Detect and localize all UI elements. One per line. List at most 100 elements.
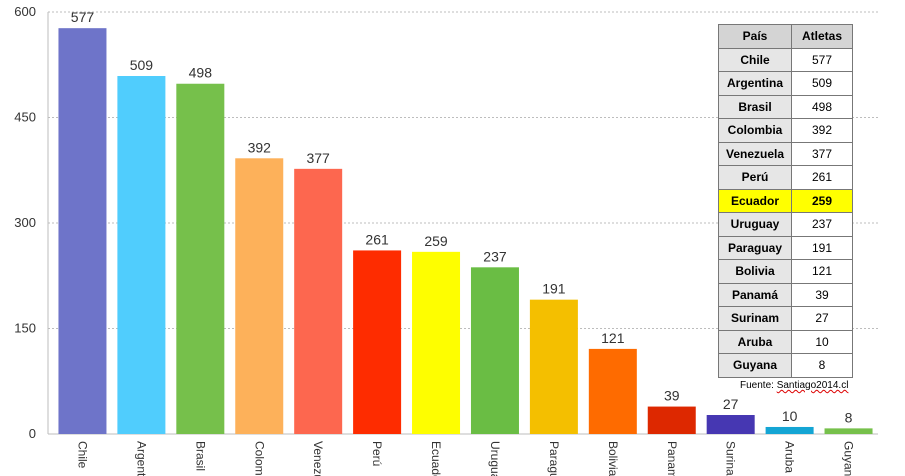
table-cell-athletes: 498 bbox=[791, 94, 853, 119]
table-cell-athletes: 10 bbox=[791, 329, 853, 354]
table-row: Paraguay 191 bbox=[718, 235, 853, 260]
table-row: Bolivia 121 bbox=[718, 259, 853, 284]
table-cell-country: Bolivia bbox=[718, 259, 792, 284]
data-label: 8 bbox=[845, 409, 853, 425]
x-tick-label: Brasil bbox=[193, 441, 207, 471]
table-row: Guyana 8 bbox=[718, 353, 853, 378]
x-tick-label: Chile bbox=[75, 441, 89, 469]
table-cell-athletes: 259 bbox=[791, 188, 853, 213]
table-cell-athletes: 377 bbox=[791, 141, 853, 166]
table-row: Uruguay 237 bbox=[718, 212, 853, 237]
bars bbox=[58, 28, 873, 435]
header-athletes: Atletas bbox=[791, 24, 853, 49]
table-cell-country: Paraguay bbox=[718, 235, 792, 260]
data-label: 121 bbox=[601, 330, 625, 346]
bar-venezuela bbox=[294, 168, 343, 435]
data-label: 191 bbox=[542, 281, 566, 297]
table-row: Colombia 392 bbox=[718, 118, 853, 143]
source-prefix: Fuente: bbox=[740, 380, 777, 391]
y-axis-ticks: 0 150 300 450 600 bbox=[14, 4, 36, 441]
athletes-table: País Atletas Chile 577 Argentina 509 Brasil 4… bbox=[718, 24, 853, 378]
table-cell-country: Ecuador bbox=[718, 188, 792, 213]
table-cell-country: Guyana bbox=[718, 353, 792, 378]
table-cell-country: Brasil bbox=[718, 94, 792, 119]
y-tick-label: 0 bbox=[29, 426, 36, 441]
data-label: 392 bbox=[248, 139, 272, 155]
x-tick-label: Guyana bbox=[842, 441, 856, 476]
table-cell-country: Aruba bbox=[718, 329, 792, 354]
data-label: 498 bbox=[189, 65, 213, 81]
x-tick-label: Uruguay bbox=[488, 441, 502, 476]
bar-brasil bbox=[176, 83, 225, 435]
x-tick-label: Paraguay bbox=[547, 441, 561, 476]
table-cell-country: Venezuela bbox=[718, 141, 792, 166]
data-label: 577 bbox=[71, 9, 95, 25]
table-header-row: País Atletas bbox=[718, 24, 853, 49]
table-row: Brasil 498 bbox=[718, 94, 853, 119]
bar-chile bbox=[58, 28, 107, 434]
table-row: Surinam 27 bbox=[718, 306, 853, 331]
data-label: 509 bbox=[130, 57, 154, 73]
table-cell-athletes: 27 bbox=[791, 306, 853, 331]
table-cell-country: Chile bbox=[718, 47, 792, 72]
bar-aruba bbox=[765, 426, 814, 434]
data-label: 39 bbox=[664, 388, 680, 404]
x-tick-label: Panamá bbox=[665, 441, 679, 476]
table-cell-athletes: 509 bbox=[791, 71, 853, 96]
table-cell-athletes: 8 bbox=[791, 353, 853, 378]
source-site: Santiago2014.cl bbox=[776, 380, 849, 391]
table-cell-country: Uruguay bbox=[718, 212, 792, 237]
table-row: Venezuela 377 bbox=[718, 141, 853, 166]
source-note: Fuente: Santiago2014.cl bbox=[740, 380, 848, 391]
table-cell-country: Panamá bbox=[718, 282, 792, 307]
data-label: 377 bbox=[306, 150, 330, 166]
data-label: 10 bbox=[782, 408, 798, 424]
table-row: Chile 577 bbox=[718, 47, 853, 72]
x-tick-label: Aruba bbox=[783, 441, 797, 473]
y-tick-label: 150 bbox=[14, 321, 36, 336]
table-row: Panamá 39 bbox=[718, 282, 853, 307]
x-tick-label: Colombia bbox=[252, 441, 266, 476]
data-label: 261 bbox=[365, 231, 389, 247]
x-tick-label: Bolivia bbox=[606, 441, 620, 476]
table-cell-country: Colombia bbox=[718, 118, 792, 143]
table-cell-athletes: 261 bbox=[791, 165, 853, 190]
table-cell-country: Argentina bbox=[718, 71, 792, 96]
bar-colombia bbox=[235, 158, 284, 434]
bar-guyana bbox=[824, 428, 873, 434]
x-tick-label: Venezuela bbox=[311, 441, 325, 476]
bar-argentina bbox=[117, 76, 166, 435]
bar-uruguay bbox=[470, 267, 519, 434]
bar-perú bbox=[353, 250, 402, 434]
table-row: Argentina 509 bbox=[718, 71, 853, 96]
x-tick-label: Argentina bbox=[134, 441, 148, 476]
x-tick-label: Ecuador bbox=[429, 441, 443, 476]
bar-ecuador bbox=[412, 251, 461, 434]
table-cell-country: Perú bbox=[718, 165, 792, 190]
table-row: Perú 261 bbox=[718, 165, 853, 190]
y-tick-label: 300 bbox=[14, 215, 36, 230]
table-body: Chile 577 Argentina 509 Brasil 498 Colombia 392… bbox=[718, 47, 853, 378]
table-cell-country: Surinam bbox=[718, 306, 792, 331]
x-tick-label: Perú bbox=[370, 441, 384, 466]
bar-bolivia bbox=[588, 348, 637, 434]
header-country: País bbox=[718, 24, 792, 49]
bar-surinam bbox=[706, 415, 755, 434]
x-tick-label: Surinam bbox=[724, 441, 738, 476]
table-row: Ecuador 259 bbox=[718, 188, 853, 213]
table-cell-athletes: 39 bbox=[791, 282, 853, 307]
data-label: 237 bbox=[483, 248, 507, 264]
data-label: 259 bbox=[424, 233, 448, 249]
bar-paraguay bbox=[529, 299, 578, 434]
y-tick-label: 450 bbox=[14, 110, 36, 125]
data-label: 27 bbox=[723, 396, 739, 412]
category-labels: Chile Argentina Brasil Colombia Venezuela Per… bbox=[75, 441, 855, 476]
table-cell-athletes: 191 bbox=[791, 235, 853, 260]
table-cell-athletes: 392 bbox=[791, 118, 853, 143]
y-tick-label: 600 bbox=[14, 4, 36, 19]
table-row: Aruba 10 bbox=[718, 329, 853, 354]
table-cell-athletes: 121 bbox=[791, 259, 853, 284]
table-cell-athletes: 577 bbox=[791, 47, 853, 72]
